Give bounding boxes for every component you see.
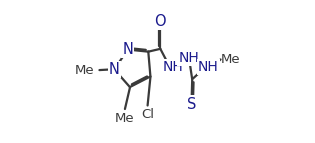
Text: Cl: Cl bbox=[141, 108, 154, 121]
Text: Me: Me bbox=[115, 112, 135, 125]
Text: Me: Me bbox=[75, 64, 94, 77]
Text: NH: NH bbox=[198, 60, 219, 74]
Text: N: N bbox=[122, 42, 133, 57]
Text: Me: Me bbox=[221, 53, 241, 66]
Text: S: S bbox=[187, 97, 196, 112]
Text: NH: NH bbox=[178, 51, 199, 65]
Text: NH: NH bbox=[163, 60, 183, 74]
Text: O: O bbox=[155, 14, 166, 29]
Text: N: N bbox=[109, 62, 120, 77]
